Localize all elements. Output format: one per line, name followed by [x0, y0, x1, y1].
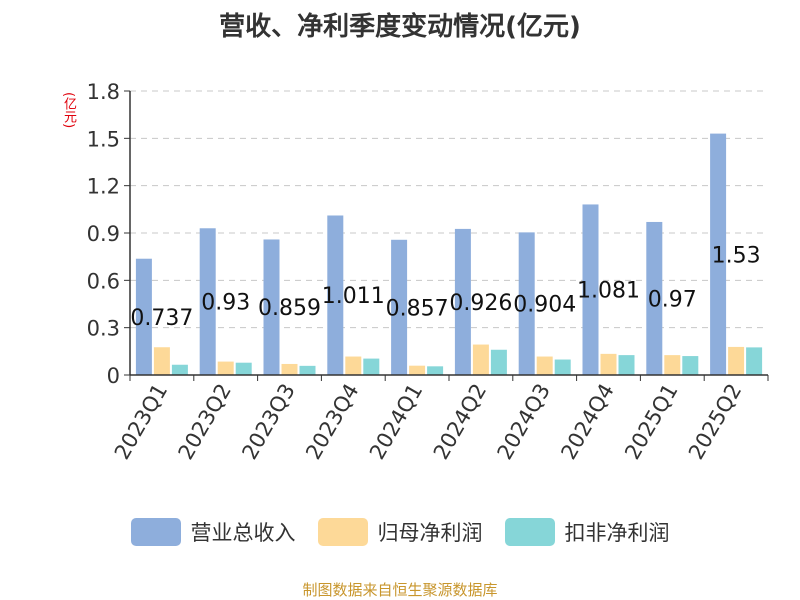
bar — [582, 204, 599, 375]
x-tick-label: 2025Q1 — [620, 380, 682, 464]
data-label: 1.011 — [322, 284, 385, 309]
legend-swatch — [130, 518, 181, 546]
bar — [536, 356, 553, 375]
bar — [217, 361, 234, 375]
y-tick-label: 1.2 — [87, 175, 120, 199]
source-note: 制图数据来自恒生聚源数据库 — [302, 581, 498, 599]
data-label: 0.904 — [513, 293, 576, 318]
bar — [281, 363, 298, 375]
x-tick-label: 2023Q1 — [110, 380, 172, 464]
bar — [135, 258, 152, 375]
y-tick-label: 0 — [107, 364, 120, 388]
data-label: 0.737 — [130, 306, 193, 331]
bar — [518, 232, 535, 375]
bar — [263, 239, 280, 375]
legend-item[interactable]: 营业总收入 — [130, 517, 296, 547]
x-tick-label: 2023Q3 — [237, 380, 299, 464]
bar — [327, 215, 344, 375]
y-tick-label: 0.9 — [87, 222, 120, 246]
y-tick-label: 0.6 — [87, 269, 120, 293]
y-axis-unit-label: (亿元) — [61, 92, 76, 129]
bar — [427, 366, 444, 375]
legend-label: 营业总收入 — [190, 521, 296, 545]
bar — [554, 359, 571, 375]
data-label: 0.97 — [648, 287, 697, 312]
bar — [646, 221, 663, 375]
data-label: 1.53 — [712, 243, 761, 268]
bar — [746, 347, 763, 375]
data-label: 0.859 — [258, 296, 321, 321]
legend: 营业总收入 归母净利润 扣非净利润 — [0, 517, 800, 547]
y-tick-label: 1.5 — [87, 127, 120, 151]
bar — [345, 356, 362, 375]
bar — [235, 362, 252, 375]
x-tick-label: 2023Q2 — [174, 380, 236, 464]
x-tick-label: 2023Q4 — [301, 380, 363, 464]
bar — [682, 356, 699, 375]
data-label: 0.926 — [449, 291, 512, 316]
bar — [664, 355, 681, 375]
x-tick-label: 2024Q1 — [365, 380, 427, 464]
legend-label: 归母净利润 — [377, 521, 483, 545]
x-tick-label: 2024Q4 — [556, 380, 618, 464]
legend-swatch — [317, 518, 368, 546]
bar — [199, 228, 216, 375]
legend-item[interactable]: 扣非净利润 — [504, 517, 670, 547]
data-label: 0.857 — [386, 296, 449, 321]
bar — [409, 365, 426, 375]
bar — [171, 364, 188, 375]
bar — [454, 228, 471, 375]
bar — [490, 349, 507, 375]
bar — [472, 344, 489, 375]
bar — [728, 346, 745, 375]
y-tick-label: 0.3 — [87, 317, 120, 341]
bar — [600, 353, 617, 375]
data-label: 0.93 — [201, 291, 250, 316]
x-tick-label: 2024Q2 — [429, 380, 491, 464]
data-label: 1.081 — [577, 279, 640, 304]
bars — [135, 133, 763, 375]
bar — [153, 347, 170, 375]
chart-title: 营收、净利季度变动情况(亿元) — [219, 12, 581, 42]
legend-label: 扣非净利润 — [564, 521, 670, 545]
x-tick-label: 2025Q2 — [684, 380, 746, 464]
bar — [363, 358, 380, 375]
bar — [710, 133, 727, 375]
bar — [299, 365, 316, 375]
y-tick-label: 1.8 — [87, 80, 120, 104]
bar — [618, 355, 635, 375]
bar — [391, 239, 408, 375]
legend-item[interactable]: 归母净利润 — [317, 517, 483, 547]
legend-swatch — [504, 518, 555, 546]
x-tick-label: 2024Q3 — [493, 380, 555, 464]
